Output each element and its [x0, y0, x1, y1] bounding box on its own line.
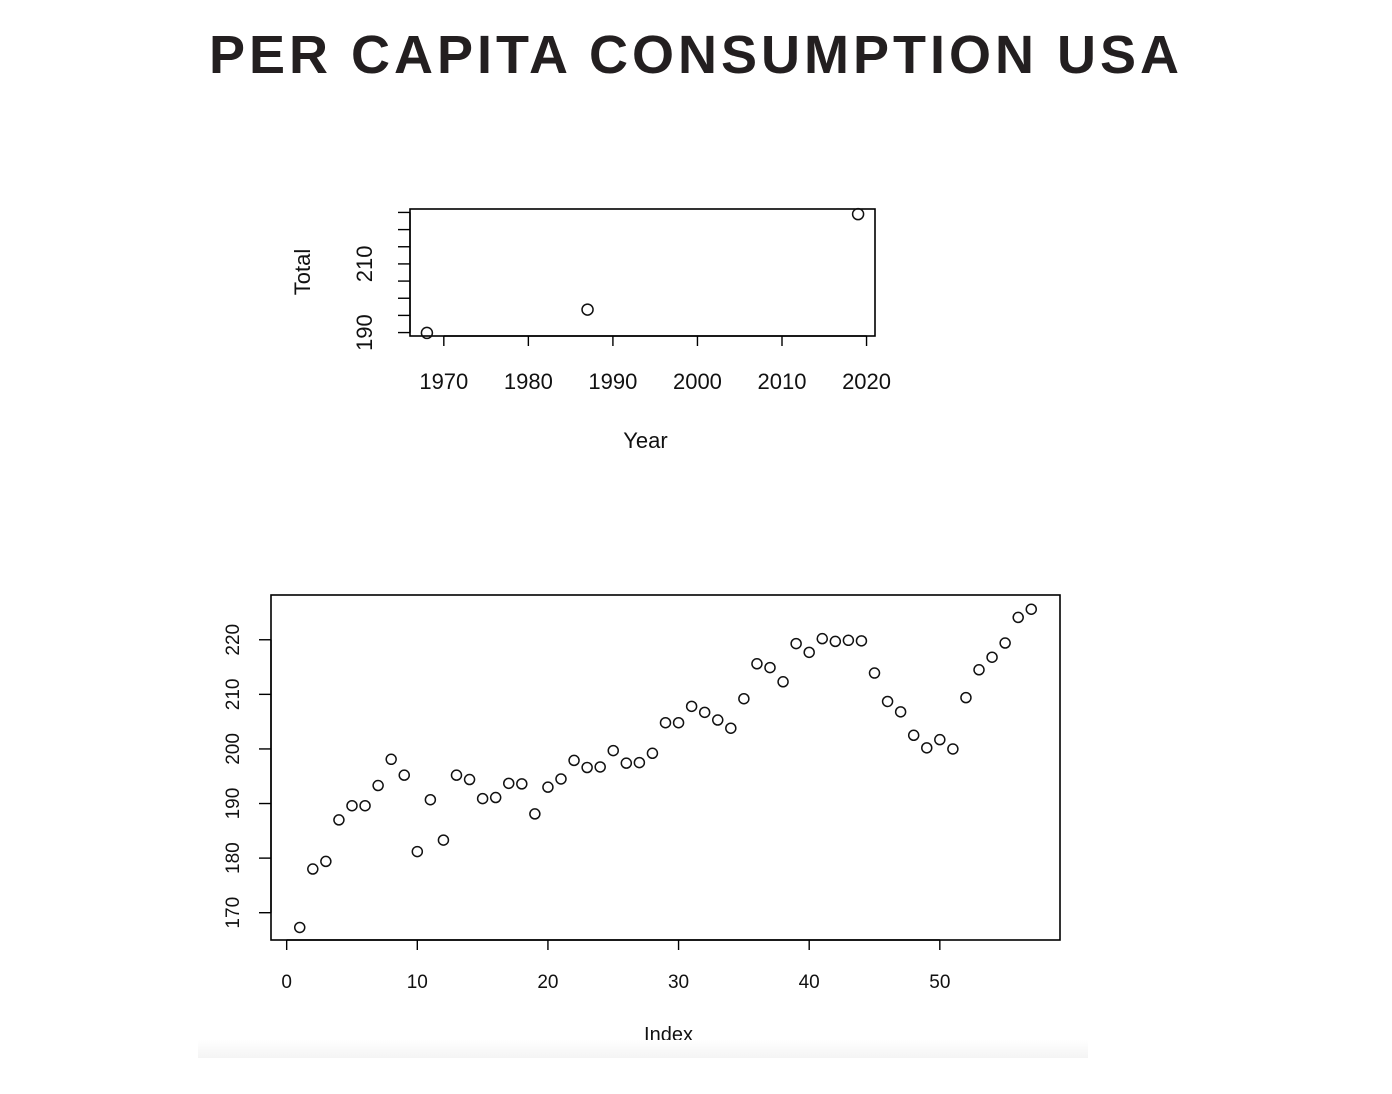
- y-tick-label: 210: [352, 246, 377, 283]
- data-point: [293, 921, 306, 934]
- data-point: [502, 777, 515, 790]
- data-point: [568, 754, 580, 767]
- data-point: [764, 661, 776, 674]
- data-point: [620, 757, 633, 769]
- x-tick-label: 50: [929, 972, 950, 993]
- x-tick-label: 10: [407, 972, 428, 993]
- data-point: [372, 779, 384, 792]
- x-tick-label: 1970: [419, 369, 468, 394]
- data-point: [489, 791, 502, 804]
- y-tick-label: 190: [223, 788, 244, 820]
- data-point: [333, 814, 345, 826]
- data-point: [581, 303, 594, 316]
- data-point: [607, 744, 619, 757]
- y-tick-label: 200: [223, 733, 244, 765]
- x-tick-label: 40: [799, 972, 820, 993]
- x-tick-label: 30: [668, 972, 689, 993]
- data-point: [307, 863, 319, 875]
- data-point: [894, 706, 907, 718]
- y-tick-label: 210: [223, 678, 244, 710]
- data-point: [346, 799, 358, 812]
- data-point: [790, 637, 802, 650]
- x-tick-label: 2010: [758, 369, 807, 394]
- x-tick-label: 0: [281, 972, 292, 993]
- data-point: [411, 845, 424, 858]
- data-point: [751, 658, 763, 670]
- y-tick-label: 190: [352, 314, 377, 351]
- plot-frame: [270, 594, 1061, 941]
- x-tick-label: 2020: [842, 369, 891, 394]
- data-point: [555, 773, 567, 785]
- data-point: [738, 692, 750, 705]
- x-tick-label: 20: [537, 972, 558, 993]
- data-point: [698, 706, 711, 719]
- data-point: [685, 700, 698, 713]
- data-point: [398, 769, 410, 781]
- bottom-shadow: [198, 1040, 1088, 1058]
- data-point: [999, 637, 1011, 649]
- data-point: [947, 743, 959, 755]
- data-point: [659, 716, 672, 729]
- data-point: [816, 632, 829, 645]
- data-point: [986, 651, 998, 663]
- data-point: [385, 753, 397, 766]
- data-point: [1012, 611, 1024, 624]
- y-tick-label: 170: [223, 897, 244, 929]
- data-point: [1025, 603, 1038, 615]
- data-point: [777, 676, 789, 688]
- x-axis-title: Year: [623, 428, 667, 453]
- data-point: [320, 855, 332, 868]
- data-point: [463, 773, 476, 786]
- x-tick-label: 2000: [673, 369, 722, 394]
- data-point: [646, 747, 659, 760]
- data-point: [542, 781, 554, 793]
- data-point: [529, 808, 541, 820]
- data-point: [516, 778, 528, 790]
- data-point: [829, 635, 842, 648]
- data-point: [934, 733, 946, 746]
- data-point: [725, 722, 737, 734]
- data-point: [881, 695, 894, 708]
- data-point: [712, 714, 724, 726]
- x-tick-label: 1990: [588, 369, 637, 394]
- plot-frame: [409, 208, 876, 337]
- data-point: [907, 729, 920, 742]
- data-point: [868, 667, 881, 679]
- data-point: [851, 207, 865, 221]
- data-point: [633, 756, 646, 769]
- data-point: [594, 761, 606, 773]
- data-point: [359, 799, 371, 812]
- data-point: [842, 634, 855, 647]
- data-point: [476, 792, 489, 805]
- data-point: [921, 742, 933, 754]
- y-tick-label: 220: [223, 624, 244, 656]
- y-tick-label: 180: [223, 842, 244, 874]
- page-title: PER CAPITA CONSUMPTION USA: [208, 25, 1184, 85]
- data-point: [973, 664, 985, 676]
- data-point: [581, 761, 593, 774]
- data-point: [960, 691, 972, 704]
- data-point: [420, 326, 434, 340]
- data-point: [424, 793, 437, 806]
- data-point: [450, 769, 463, 781]
- x-tick-label: 1980: [504, 369, 553, 394]
- y-axis-title: Total: [290, 249, 315, 295]
- data-point: [437, 834, 450, 846]
- data-point: [672, 716, 685, 729]
- data-point: [855, 635, 868, 647]
- data-point: [803, 646, 815, 659]
- chart-1: 1970 1980 1990 2000 2010 2020 190 210 Year Total: [290, 207, 891, 453]
